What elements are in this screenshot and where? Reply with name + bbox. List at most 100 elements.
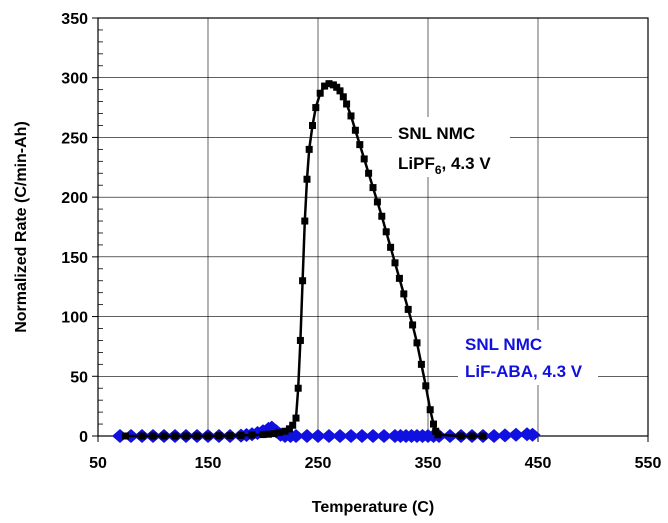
series-lifaba-point <box>343 429 359 443</box>
series-lipf6-point <box>182 432 190 440</box>
series-lipf6-point <box>299 277 307 285</box>
series-lipf6-point <box>432 427 440 435</box>
series-lipf6-point <box>265 430 272 438</box>
series-lipf6-point <box>400 290 408 298</box>
series-lipf6-point <box>149 432 157 440</box>
series-lipf6-point <box>138 432 146 440</box>
series-lipf6-point <box>356 141 364 149</box>
series-lipf6-point <box>382 228 390 236</box>
series-lipf6-point <box>468 432 476 440</box>
y-tick-label: 250 <box>61 130 88 147</box>
series-lipf6-point <box>215 432 223 440</box>
y-tick-label: 150 <box>61 250 88 267</box>
series-lifaba-point <box>376 429 392 443</box>
series-lipf6-point <box>270 430 278 438</box>
series-lipf6-point <box>391 259 399 267</box>
series-lipf6-point <box>292 414 300 422</box>
annotation-lifaba: SNL NMC LiF-ABA, 4.3 V <box>458 330 598 385</box>
y-tick-label: 300 <box>61 71 88 88</box>
series-lipf6-point <box>237 431 245 439</box>
series-lipf6-point <box>336 87 344 95</box>
series-lipf6-point <box>373 198 381 206</box>
series-lipf6-point <box>281 427 289 435</box>
series-lipf6-point <box>276 428 283 436</box>
series-lipf6-point <box>339 93 347 101</box>
series-lipf6-point <box>248 431 256 439</box>
series-lipf6-point <box>378 212 386 220</box>
y-axis-title: Normalized Rate (C/min-Ah) <box>13 121 30 333</box>
series-lipf6-point <box>434 431 442 439</box>
y-tick-label: 350 <box>61 11 88 28</box>
series-lipf6-point <box>325 80 333 88</box>
x-axis-title: Temperature (C) <box>312 499 434 516</box>
series-lipf6-point <box>413 339 421 347</box>
series-lifaba-point <box>310 429 326 443</box>
series-lipf6-point <box>343 100 351 108</box>
series-lipf6-point <box>312 104 320 112</box>
series-lipf6-point <box>360 155 368 163</box>
series-lipf6-point <box>321 82 329 90</box>
series-lifaba-point <box>332 429 348 443</box>
series-lipf6-point <box>395 274 403 282</box>
annotation-lifaba-line1: SNL NMC <box>465 335 542 354</box>
y-tick-label: 50 <box>70 369 88 386</box>
y-tick-label: 200 <box>61 190 88 207</box>
annotation-lipf6-line1: SNL NMC <box>398 124 475 143</box>
series-lifaba-point <box>497 428 513 443</box>
x-tick-label: 250 <box>305 455 332 472</box>
series-lifaba-point <box>508 427 524 442</box>
series-lipf6-point <box>404 305 412 313</box>
series-layer <box>112 80 541 443</box>
series-lipf6-point <box>259 431 267 439</box>
series-lipf6-point <box>422 382 430 390</box>
series-lipf6-point <box>409 321 417 329</box>
annotation-lipf6: SNL NMC LiPF6, 4.3 V <box>392 117 510 177</box>
annotation-lifaba-line2: LiF-ABA, 4.3 V <box>465 362 583 381</box>
series-lipf6-point <box>316 89 324 97</box>
x-tick-label: 450 <box>525 455 552 472</box>
annotation-lipf6-sub: 6 <box>435 163 442 177</box>
series-lifaba-point <box>299 429 315 443</box>
series-lipf6-point <box>333 83 341 91</box>
series-lifaba-point <box>354 429 370 443</box>
annotation-lipf6-bg <box>392 117 510 177</box>
series-lifaba-point <box>288 429 304 443</box>
annotation-lipf6-main: LiPF <box>398 154 435 173</box>
series-lipf6-point <box>160 432 168 440</box>
annotation-lipf6-line2: LiPF6, 4.3 V <box>398 154 491 177</box>
series-lipf6-point <box>351 126 359 134</box>
series-lipf6-point <box>285 425 293 433</box>
x-tick-label: 350 <box>415 455 442 472</box>
series-lipf6-point <box>426 406 434 414</box>
series-lipf6-point <box>479 432 487 440</box>
y-minor-ticks <box>98 29 103 425</box>
series-lipf6-point <box>309 121 316 129</box>
series-lifaba-point <box>524 427 541 442</box>
series-lipf6-point <box>365 169 373 177</box>
series-lifaba-point <box>365 429 381 443</box>
series-lipf6-point <box>305 145 313 153</box>
series-lipf6-point <box>193 432 201 440</box>
series-lipf6-point <box>171 432 179 440</box>
series-lipf6-point <box>122 432 129 440</box>
series-lipf6-point <box>294 384 302 392</box>
series-lipf6-point <box>347 112 355 120</box>
series-lipf6-point <box>303 175 311 183</box>
x-tick-label: 50 <box>89 455 107 472</box>
y-tick-label: 100 <box>61 310 88 327</box>
x-tick-label: 150 <box>195 455 222 472</box>
series-lipf6-point <box>457 432 465 440</box>
series-lipf6-point <box>369 184 377 192</box>
series-lipf6-point <box>430 420 437 428</box>
series-lipf6-point <box>289 421 297 429</box>
series-lipf6-point <box>387 243 395 251</box>
series-lifaba-point <box>321 429 337 443</box>
grid <box>98 18 648 436</box>
series-lifaba-point <box>486 429 502 443</box>
x-tick-label: 550 <box>635 455 662 472</box>
series-lipf6-point <box>417 360 425 368</box>
series-lipf6-point <box>296 336 304 344</box>
series-lipf6-point <box>301 217 309 225</box>
annotation-lifaba-bg <box>458 330 598 385</box>
